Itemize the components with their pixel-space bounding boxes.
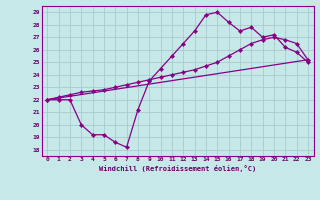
X-axis label: Windchill (Refroidissement éolien,°C): Windchill (Refroidissement éolien,°C) bbox=[99, 165, 256, 172]
